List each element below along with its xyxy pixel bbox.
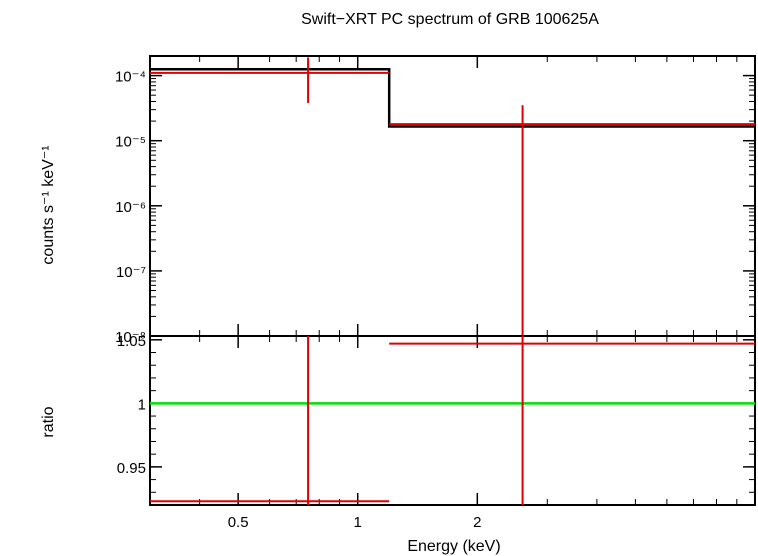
x-tick-label: 1: [354, 514, 362, 531]
bottom-y-tick-label: 1.05: [117, 333, 146, 350]
top-panel: 10⁻⁴ 10⁻⁵ 10⁻⁶ 10⁻⁷ 10⁻⁸: [115, 55, 756, 346]
x-tick-label: 0.5: [228, 514, 249, 531]
top-y-tick-label: 10⁻⁷: [116, 264, 146, 281]
ratio-point: [150, 336, 390, 505]
bottom-y-axis-label: ratio: [40, 406, 57, 437]
bottom-panel: 0.5 1 2 1.05 1 0.95: [117, 333, 756, 531]
data-point: [389, 105, 755, 336]
x-tick-label: 2: [473, 514, 481, 531]
top-plot-frame: [149, 55, 756, 337]
top-y-tick-label: 10⁻⁶: [115, 199, 146, 216]
top-y-tick-label: 10⁻⁴: [115, 69, 146, 86]
ratio-point: [389, 336, 755, 505]
top-y-axis-label: counts s⁻¹ keV⁻¹: [40, 145, 57, 264]
top-y-tick-label: 10⁻⁸: [115, 329, 146, 346]
top-y-tick-label: 10⁻⁵: [115, 134, 146, 151]
bottom-y-tick-label: 0.95: [117, 460, 146, 477]
chart-title: Swift−XRT PC spectrum of GRB 100625A: [301, 11, 599, 28]
bottom-plot-frame: [149, 335, 756, 506]
data-point: [150, 57, 390, 103]
model-step-line: [150, 68, 755, 128]
bottom-y-tick-label: 1: [138, 396, 146, 413]
x-axis-label: Energy (keV): [407, 538, 500, 555]
